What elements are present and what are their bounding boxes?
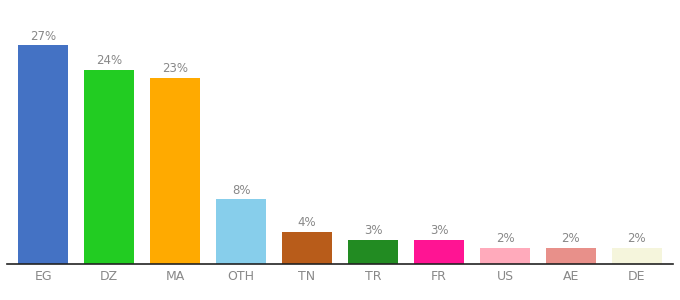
- Text: 23%: 23%: [162, 62, 188, 75]
- Bar: [612, 248, 662, 264]
- Text: 2%: 2%: [496, 232, 514, 245]
- Bar: [348, 240, 398, 264]
- Bar: [546, 248, 596, 264]
- Text: 2%: 2%: [628, 232, 646, 245]
- Text: 8%: 8%: [232, 184, 250, 197]
- Text: 3%: 3%: [430, 224, 448, 237]
- Text: 27%: 27%: [30, 30, 56, 43]
- Bar: [18, 45, 68, 264]
- Text: 4%: 4%: [298, 216, 316, 229]
- Text: 3%: 3%: [364, 224, 382, 237]
- Bar: [480, 248, 530, 264]
- Bar: [414, 240, 464, 264]
- Bar: [282, 232, 332, 264]
- Bar: [150, 78, 200, 264]
- Text: 2%: 2%: [562, 232, 580, 245]
- Bar: [216, 199, 266, 264]
- Text: 24%: 24%: [96, 54, 122, 67]
- Bar: [84, 70, 134, 264]
